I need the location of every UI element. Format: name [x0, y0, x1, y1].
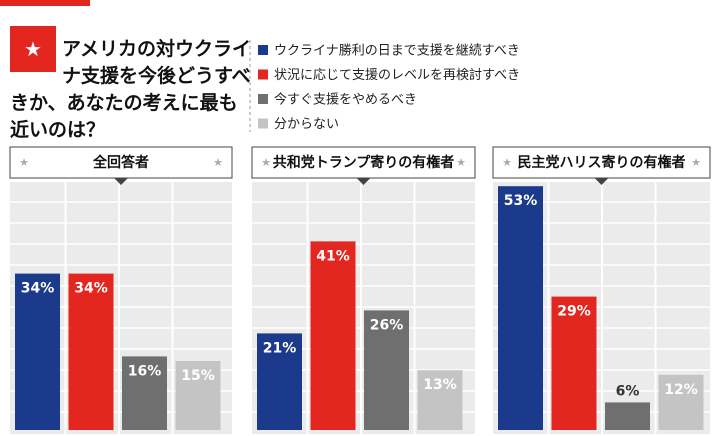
chart-title: アメリカの対ウクライナ支援を今後どうすべきか、あなたの考えに最も近いのは？ — [10, 38, 252, 141]
panel-title: 全回答者 — [92, 154, 149, 171]
header-notch — [356, 178, 371, 185]
bar — [68, 273, 114, 430]
value-label: 53% — [504, 193, 538, 209]
value-label: 6% — [616, 383, 640, 399]
value-label: 29% — [557, 304, 591, 320]
bar — [310, 241, 356, 430]
header-star: ★ — [691, 156, 701, 169]
badge: ★ — [10, 26, 56, 72]
bar — [364, 310, 409, 430]
value-label: 21% — [263, 340, 297, 356]
header-star: ★ — [456, 156, 466, 169]
top-strip — [0, 0, 90, 6]
header-star: ★ — [19, 156, 29, 169]
bar — [257, 333, 302, 430]
bar — [15, 273, 60, 430]
value-label: 26% — [370, 317, 404, 333]
header-star: ★ — [261, 156, 271, 169]
value-label: 13% — [423, 377, 457, 393]
bar — [498, 186, 543, 430]
bar — [658, 374, 704, 430]
bar — [605, 402, 650, 430]
bar — [175, 361, 221, 430]
legend-swatch — [258, 69, 268, 80]
header-notch — [594, 178, 609, 185]
value-label: 15% — [181, 368, 215, 384]
panel-header — [251, 146, 476, 179]
bar — [417, 370, 463, 430]
title-block: ★ アメリカの対ウクライナ支援を今後どうすべきか、あなたの考えに最も近いのは？ — [10, 26, 252, 144]
value-label: 41% — [316, 248, 350, 264]
header-star: ★ — [502, 156, 512, 169]
legend-swatch — [258, 45, 268, 55]
header-star: ★ — [213, 156, 223, 169]
panel-title: 民主党ハリス寄りの有権者 — [518, 154, 686, 171]
legend-label: 分からない — [274, 117, 339, 132]
legend-swatch — [258, 118, 268, 129]
legend-swatch — [258, 94, 268, 104]
value-label: 16% — [128, 363, 162, 379]
legend-label: ウクライナ勝利の日まで支援を継続すべき — [274, 44, 520, 59]
legend-label: 状況に応じて支援のレベルを再検討すべき — [274, 67, 520, 83]
panel-header — [9, 146, 233, 179]
bar — [551, 296, 597, 430]
value-label: 34% — [74, 281, 108, 297]
bar — [122, 356, 167, 430]
panel-header — [492, 146, 711, 179]
legend-label: 今すぐ支援をやめるべき — [274, 92, 417, 108]
panel-title: 共和党トランプ寄りの有権者 — [273, 154, 455, 171]
value-label: 34% — [21, 281, 55, 297]
value-label: 12% — [664, 382, 698, 398]
header-notch — [114, 178, 128, 185]
